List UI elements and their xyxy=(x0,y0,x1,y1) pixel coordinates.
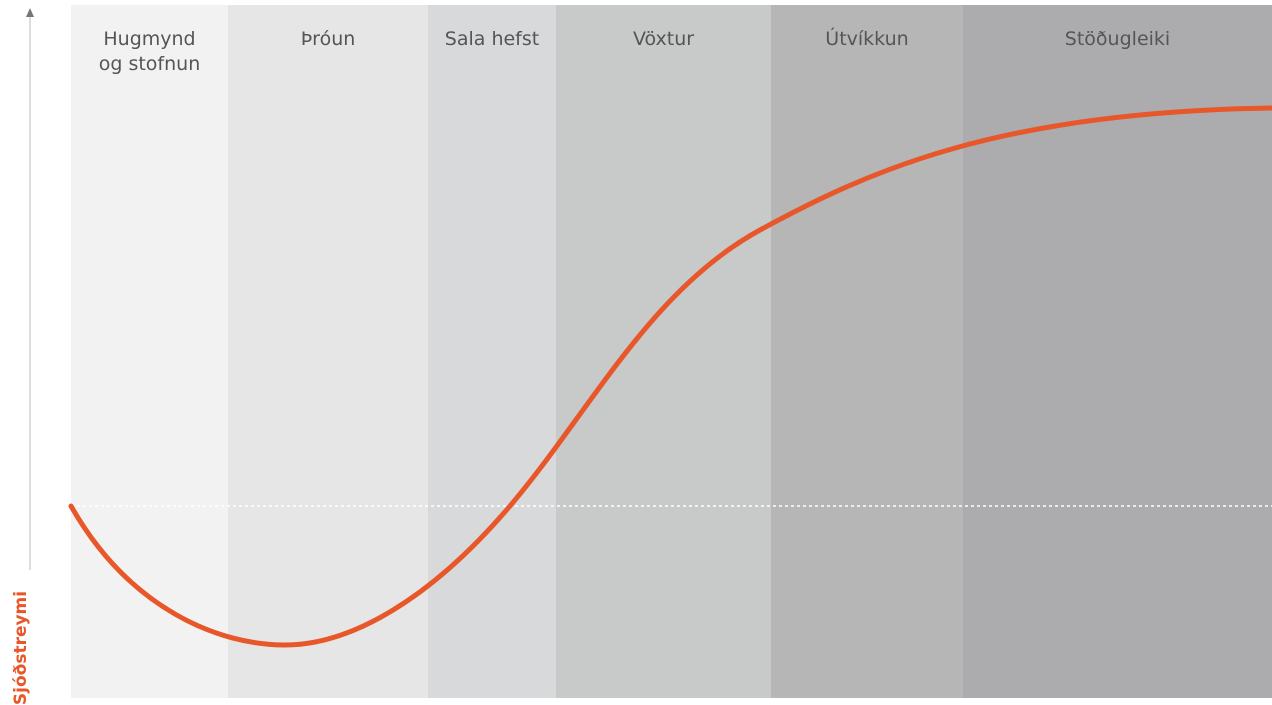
stage-band: Þróun xyxy=(228,5,428,698)
stage-label: Þróun xyxy=(300,28,356,50)
stage-label: Hugmynd og stofnun xyxy=(98,28,201,75)
stage-band: Vöxtur xyxy=(556,5,771,698)
stage-band: Útvíkkun xyxy=(771,5,963,698)
stage-label: Sala hefst xyxy=(444,28,540,50)
lifecycle-curve xyxy=(68,105,1272,648)
stage-band: Stöðugleiki xyxy=(963,5,1272,698)
stage-label: Útvíkkun xyxy=(825,28,909,50)
stage-band: Hugmynd og stofnun xyxy=(71,5,228,698)
stage-label: Vöxtur xyxy=(632,28,695,50)
axis-arrow xyxy=(26,8,34,17)
stage-label: Stöðugleiki xyxy=(1064,28,1171,50)
stage-band: Sala hefst xyxy=(428,5,556,698)
axis-label: Sjóðstreymi xyxy=(11,590,31,705)
